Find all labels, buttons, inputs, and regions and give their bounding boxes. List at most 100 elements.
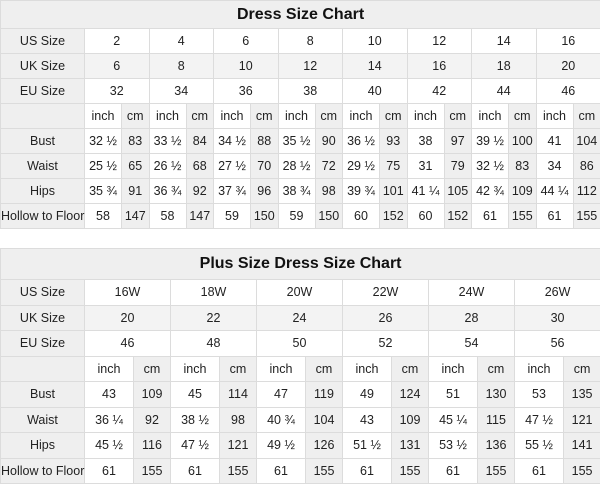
inch-value: 59 <box>278 204 315 229</box>
inch-value: 61 <box>343 458 392 484</box>
row-label: Hollow to Floor <box>1 458 85 484</box>
unit-inch: inch <box>536 104 573 129</box>
cm-value: 98 <box>220 407 257 433</box>
inch-value: 44 ¼ <box>536 179 573 204</box>
size-value: 26W <box>515 280 600 306</box>
inch-value: 32 ½ <box>472 154 509 179</box>
unit-cm: cm <box>315 104 343 129</box>
cm-value: 135 <box>564 382 600 408</box>
cm-value: 155 <box>392 458 429 484</box>
inch-value: 55 ½ <box>515 433 564 459</box>
inch-value: 61 <box>85 458 134 484</box>
cm-value: 116 <box>134 433 171 459</box>
cm-value: 130 <box>478 382 515 408</box>
unit-inch: inch <box>214 104 251 129</box>
unit-cm: cm <box>573 104 600 129</box>
cm-value: 109 <box>509 179 537 204</box>
cm-value: 97 <box>444 129 472 154</box>
inch-value: 32 ½ <box>85 129 122 154</box>
inch-value: 60 <box>343 204 380 229</box>
size-value: 8 <box>278 29 343 54</box>
inch-value: 61 <box>515 458 564 484</box>
cm-value: 152 <box>380 204 408 229</box>
size-value: 18 <box>472 54 537 79</box>
unit-inch: inch <box>515 356 564 382</box>
size-value: 46 <box>536 79 600 104</box>
inch-value: 49 <box>343 382 392 408</box>
size-value: 30 <box>515 305 600 331</box>
cm-value: 155 <box>564 458 600 484</box>
cm-value: 65 <box>122 154 150 179</box>
row-label: Bust <box>1 382 85 408</box>
cm-value: 104 <box>573 129 600 154</box>
cm-value: 155 <box>478 458 515 484</box>
size-value: 14 <box>472 29 537 54</box>
size-value: 16W <box>85 280 171 306</box>
inch-value: 37 ¾ <box>214 179 251 204</box>
cm-value: 101 <box>380 179 408 204</box>
size-value: 50 <box>257 331 343 357</box>
cm-value: 92 <box>134 407 171 433</box>
inch-value: 61 <box>472 204 509 229</box>
size-value: 20 <box>536 54 600 79</box>
cm-value: 92 <box>186 179 214 204</box>
cm-value: 68 <box>186 154 214 179</box>
cm-value: 100 <box>509 129 537 154</box>
table-title: Dress Size Chart <box>1 1 600 29</box>
inch-value: 38 ½ <box>171 407 220 433</box>
inch-value: 59 <box>214 204 251 229</box>
cm-value: 147 <box>186 204 214 229</box>
inch-value: 26 ½ <box>149 154 186 179</box>
size-value: 14 <box>343 54 408 79</box>
inch-value: 39 ½ <box>472 129 509 154</box>
unit-inch: inch <box>429 356 478 382</box>
size-value: 16 <box>536 29 600 54</box>
cm-value: 104 <box>306 407 343 433</box>
row-label: EU Size <box>1 79 85 104</box>
cm-value: 98 <box>315 179 343 204</box>
inch-value: 45 <box>171 382 220 408</box>
inch-value: 43 <box>85 382 134 408</box>
unit-inch: inch <box>343 356 392 382</box>
cm-value: 136 <box>478 433 515 459</box>
inch-value: 45 ½ <box>85 433 134 459</box>
inch-value: 35 ¾ <box>85 179 122 204</box>
inch-value: 38 <box>407 129 444 154</box>
size-value: 10 <box>343 29 408 54</box>
unit-cm: cm <box>392 356 429 382</box>
unit-cm: cm <box>444 104 472 129</box>
inch-value: 58 <box>149 204 186 229</box>
size-value: 20 <box>85 305 171 331</box>
size-value: 8 <box>149 54 214 79</box>
size-value: 34 <box>149 79 214 104</box>
cm-value: 112 <box>573 179 600 204</box>
cm-value: 155 <box>573 204 600 229</box>
cm-value: 109 <box>134 382 171 408</box>
cm-value: 150 <box>315 204 343 229</box>
cm-value: 75 <box>380 154 408 179</box>
unit-cm: cm <box>186 104 214 129</box>
row-label: Hips <box>1 433 85 459</box>
unit-cm: cm <box>564 356 600 382</box>
size-value: 40 <box>343 79 408 104</box>
size-value: 6 <box>214 29 279 54</box>
cm-value: 150 <box>251 204 279 229</box>
cm-value: 152 <box>444 204 472 229</box>
cm-value: 84 <box>186 129 214 154</box>
cm-value: 121 <box>564 407 600 433</box>
row-label-empty <box>1 104 85 129</box>
inch-value: 27 ½ <box>214 154 251 179</box>
size-value: 56 <box>515 331 600 357</box>
cm-value: 88 <box>251 129 279 154</box>
unit-cm: cm <box>509 104 537 129</box>
unit-cm: cm <box>380 104 408 129</box>
